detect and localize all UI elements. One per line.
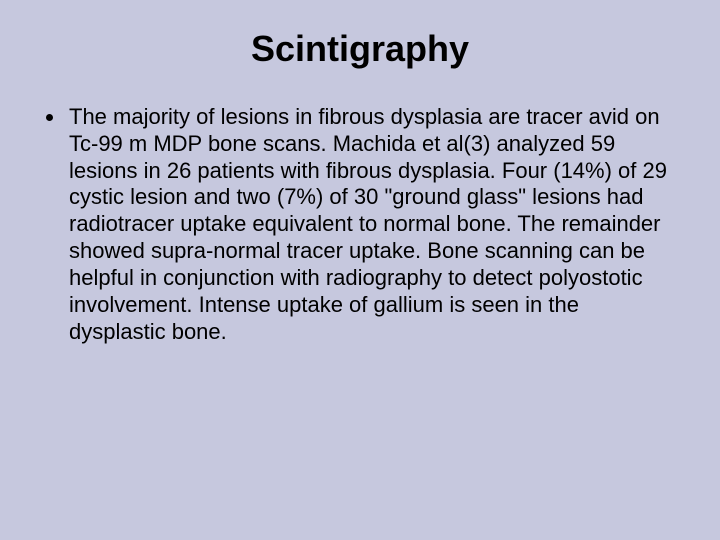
- bullet-body-text: The majority of lesions in fibrous dyspl…: [69, 104, 669, 345]
- bullet-dot-icon: [46, 114, 53, 121]
- slide-title: Scintigraphy: [40, 28, 680, 70]
- bullet-item: The majority of lesions in fibrous dyspl…: [40, 104, 680, 345]
